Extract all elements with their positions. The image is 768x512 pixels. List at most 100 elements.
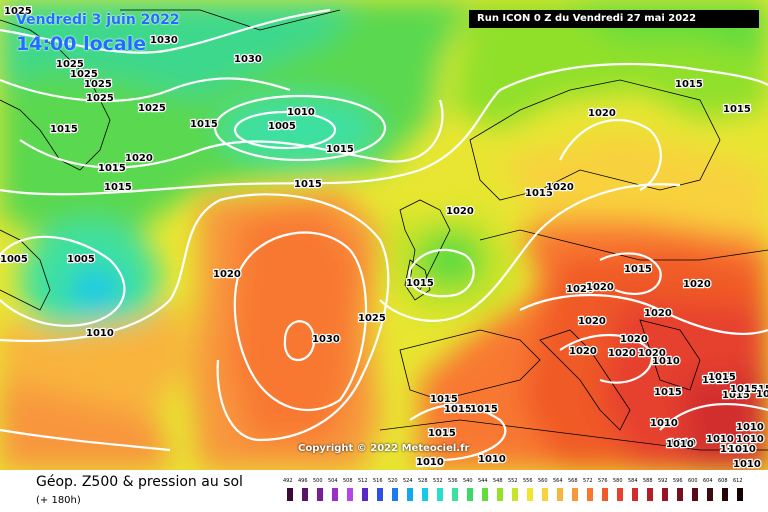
isobar-label: 1025 bbox=[84, 79, 112, 90]
legend-tick-label: 560 bbox=[538, 478, 548, 484]
legend-color-cell bbox=[691, 487, 699, 502]
legend-color-cell bbox=[451, 487, 459, 502]
legend-tick-label: 604 bbox=[703, 478, 713, 484]
legend-tick-label: 500 bbox=[313, 478, 323, 484]
isobar-label: 1015 bbox=[722, 390, 750, 401]
legend-tick-label: 588 bbox=[643, 478, 653, 484]
isobar-label: 1015 bbox=[675, 79, 703, 90]
isobar-label: 1015 bbox=[428, 428, 456, 439]
isobar-label: 1010 bbox=[652, 356, 680, 367]
isobar-label: 1025 bbox=[358, 313, 386, 324]
legend-color-cell bbox=[376, 487, 384, 502]
lead-time: (+ 180h) bbox=[36, 495, 81, 506]
isobar-label: 1010 bbox=[86, 328, 114, 339]
legend-color-cell bbox=[361, 487, 369, 502]
legend-tick-label: 544 bbox=[478, 478, 488, 484]
isobar-label: 1005 bbox=[0, 254, 28, 265]
isobar-label: 1010 bbox=[733, 459, 761, 470]
isobar-label: 1015 bbox=[654, 387, 682, 398]
isobar-label: 1030 bbox=[150, 35, 178, 46]
legend-color-cell bbox=[496, 487, 504, 502]
isobar-label: 1010 bbox=[478, 454, 506, 465]
isobar-label: 1010 bbox=[736, 434, 764, 445]
legend-tick-label: 552 bbox=[508, 478, 518, 484]
legend-tick-label: 584 bbox=[628, 478, 638, 484]
legend-tick-label: 568 bbox=[568, 478, 578, 484]
legend-tick-label: 492 bbox=[283, 478, 293, 484]
legend-color-cell bbox=[541, 487, 549, 502]
isobar-label: 1010 bbox=[728, 444, 756, 455]
isobar-label: 1015 bbox=[406, 278, 434, 289]
legend-color-cell bbox=[481, 487, 489, 502]
legend-color-cell bbox=[301, 487, 309, 502]
isobar-label: 1020 bbox=[638, 348, 666, 359]
z500-color-fields bbox=[0, 0, 768, 470]
isobar-label: 1010 bbox=[736, 422, 764, 433]
legend-color-cell bbox=[721, 487, 729, 502]
isobar-label: 1025 bbox=[70, 69, 98, 80]
isobar-label: 1020 bbox=[586, 282, 614, 293]
isobar-label: 1010 bbox=[720, 444, 748, 455]
isobar-label: 1025 bbox=[138, 103, 166, 114]
legend-color-cell bbox=[631, 487, 639, 502]
legend-color-cell bbox=[736, 487, 744, 502]
isobar-label: 1030 bbox=[312, 334, 340, 345]
legend-color-cell bbox=[601, 487, 609, 502]
map-title: Géop. Z500 & pression au sol bbox=[36, 474, 243, 490]
isobar-label: 1005 bbox=[67, 254, 95, 265]
legend-tick-label: 576 bbox=[598, 478, 608, 484]
isobar-label: 1015 bbox=[730, 384, 758, 395]
legend-tick-label: 564 bbox=[553, 478, 563, 484]
isobar-label: 1025 bbox=[4, 6, 32, 17]
legend-color-cell bbox=[436, 487, 444, 502]
isobar-label: 1020 bbox=[644, 308, 672, 319]
legend-tick-label: 528 bbox=[418, 478, 428, 484]
isobar-label: 1020 bbox=[546, 182, 574, 193]
isobar-label: 1015 bbox=[430, 394, 458, 405]
isobar-label: 1015 bbox=[723, 104, 751, 115]
legend-color-cell bbox=[346, 487, 354, 502]
legend-tick-label: 596 bbox=[673, 478, 683, 484]
legend-color-cell bbox=[316, 487, 324, 502]
isobar-label: 1020 bbox=[683, 279, 711, 290]
isobar-label: 1010 bbox=[650, 418, 678, 429]
isobar-label: 1025 bbox=[56, 59, 84, 70]
legend-tick-label: 496 bbox=[298, 478, 308, 484]
legend-tick-label: 612 bbox=[733, 478, 743, 484]
isobar-label: 1010 bbox=[706, 434, 734, 445]
legend-tick-label: 504 bbox=[328, 478, 338, 484]
legend-color-cell bbox=[616, 487, 624, 502]
isobar-label: 1010 bbox=[287, 107, 315, 118]
legend-tick-label: 524 bbox=[403, 478, 413, 484]
legend-color-cell bbox=[466, 487, 474, 502]
legend-color-cell bbox=[526, 487, 534, 502]
legend-color-cell bbox=[571, 487, 579, 502]
legend-tick-label: 548 bbox=[493, 478, 503, 484]
isobar-label: 1015 bbox=[104, 182, 132, 193]
legend-tick-label: 520 bbox=[388, 478, 398, 484]
legend-tick-label: 556 bbox=[523, 478, 533, 484]
legend-tick-label: 536 bbox=[448, 478, 458, 484]
legend-tick-label: 592 bbox=[658, 478, 668, 484]
legend-color-cell bbox=[661, 487, 669, 502]
isobar-label: 1020 bbox=[588, 108, 616, 119]
isobar-label: 1010 bbox=[668, 438, 696, 449]
isobar-label: 1030 bbox=[234, 54, 262, 65]
legend-color-cell bbox=[406, 487, 414, 502]
isobar-label: 1010 bbox=[756, 389, 768, 400]
isobar-label: 1015 bbox=[416, 458, 444, 469]
legend-tick-label: 600 bbox=[688, 478, 698, 484]
isobar-label: 1020 bbox=[620, 334, 648, 345]
legend-color-cell bbox=[556, 487, 564, 502]
isobar-label: 1015 bbox=[190, 119, 218, 130]
isobar-label: 1005 bbox=[268, 121, 296, 132]
isobar-label: 1010 bbox=[416, 457, 444, 468]
isobar-label: 1015 bbox=[50, 124, 78, 135]
isobar-label: 1020 bbox=[569, 346, 597, 357]
isobar-label: 1020 bbox=[578, 316, 606, 327]
legend-color-cell bbox=[706, 487, 714, 502]
legend-tick-label: 512 bbox=[358, 478, 368, 484]
isobar-label: 1015 bbox=[294, 179, 322, 190]
isobar-label: 1020 bbox=[446, 206, 474, 217]
